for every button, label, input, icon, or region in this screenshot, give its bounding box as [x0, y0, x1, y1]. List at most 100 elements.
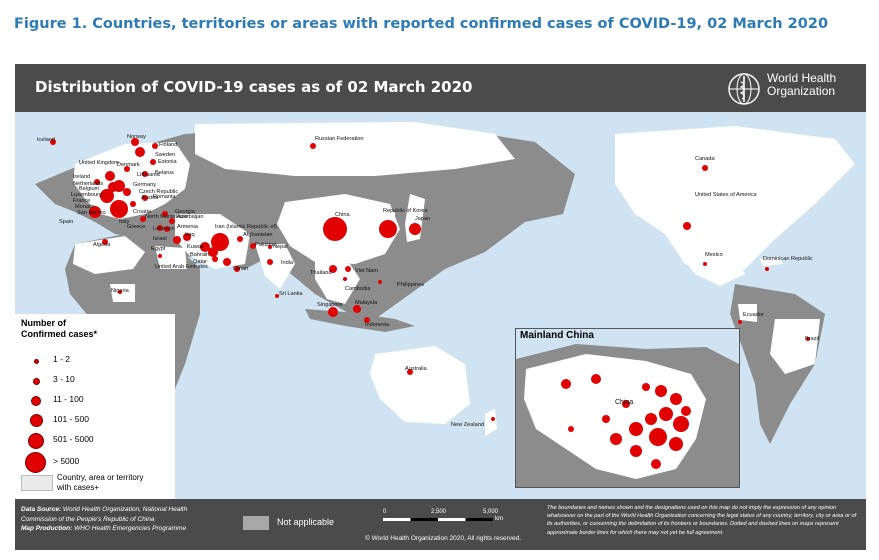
- case-dot-russia: [310, 143, 316, 149]
- who-name: World Health Organization: [767, 72, 836, 98]
- legend-dot: [33, 378, 40, 385]
- who-emblem-icon: [728, 73, 760, 105]
- country-label: New Zealand: [451, 422, 484, 428]
- legend-dot: [25, 452, 46, 473]
- inset-dot: [651, 459, 661, 469]
- country-label: Netherlands: [73, 181, 104, 187]
- case-dot-uae: [223, 258, 231, 266]
- case-dot-lebanon: [157, 225, 163, 231]
- legend-label: 11 - 100: [53, 394, 84, 404]
- country-label: Philippines: [397, 282, 425, 288]
- legend: Number of Confirmed cases* 1 - 2 3 - 10 …: [15, 314, 175, 499]
- case-dot-japan: [409, 223, 421, 235]
- case-dot-iraq: [183, 233, 191, 241]
- case-dot-armenia: [164, 226, 170, 232]
- country-label: Finland: [159, 142, 178, 148]
- inset-dots: [561, 374, 691, 469]
- country-label: Bahrain: [190, 252, 210, 258]
- inset-dot: [681, 406, 691, 416]
- scale-label-1: 2,500: [431, 509, 447, 515]
- legend-country-label-line1: Country, area or territory: [57, 473, 144, 482]
- inset-dot: [602, 415, 610, 423]
- inset-dot: [630, 445, 642, 457]
- legend-row: > 5000: [15, 452, 175, 473]
- inset-dot: [659, 407, 673, 421]
- inset-dot: [655, 385, 667, 397]
- case-dot-sweden: [135, 147, 145, 157]
- country-label: Georgia: [175, 209, 195, 215]
- case-dot-nigeria: [118, 290, 122, 294]
- country-label: Oman: [233, 266, 249, 272]
- case-dot-croatia: [130, 201, 136, 207]
- inset-china-label: China: [615, 399, 634, 406]
- country-label: Azerbaijan: [177, 214, 204, 220]
- country-label: Germany: [133, 182, 157, 188]
- country-label: Russian Federation: [315, 136, 364, 142]
- country-label: Mexico: [705, 252, 723, 258]
- country-label: Algeria: [93, 242, 111, 248]
- country-label: Afghanistan: [243, 232, 273, 238]
- case-dot-nepal: [268, 245, 272, 249]
- country-label: Singapore: [317, 302, 343, 308]
- case-dot-algeria: [102, 239, 108, 245]
- case-dot-canada: [702, 165, 708, 171]
- india-affected: [255, 244, 295, 289]
- case-dot-greece: [140, 216, 146, 222]
- legend-row: 11 - 100: [15, 390, 175, 410]
- scale-graphic: [383, 518, 493, 521]
- case-dot-philippines: [378, 280, 382, 284]
- case-dot-australia: [407, 369, 413, 375]
- country-label: Romania: [153, 194, 176, 200]
- country-label: Iraq: [185, 232, 195, 238]
- case-dot-viet-nam: [345, 266, 351, 272]
- case-dot-france: [100, 189, 114, 203]
- case-dot-uk: [105, 171, 115, 181]
- case-dot-estonia: [150, 159, 156, 165]
- case-dot-azerbaijan: [169, 218, 175, 224]
- case-dot-belarus: [142, 171, 148, 177]
- country-label: China: [335, 212, 350, 218]
- country-label: Japan: [415, 216, 431, 222]
- legend-label: 3 - 10: [53, 374, 75, 384]
- inset-dot: [673, 416, 689, 432]
- dominican-republic-affected: [760, 257, 783, 266]
- case-dot-brazil: [806, 337, 810, 341]
- legend-row: 101 - 500: [15, 410, 175, 430]
- country-label: Monaco: [75, 204, 95, 210]
- country-label: United Kingdom: [79, 160, 119, 166]
- legend-title: Number of Confirmed cases*: [21, 318, 97, 340]
- legend-dot: [34, 359, 39, 364]
- inset-dot: [642, 383, 650, 391]
- disclaimer: The boundaries and names shown and the d…: [547, 505, 857, 536]
- brazil-affected: [770, 319, 820, 374]
- case-dot-indonesia: [364, 317, 370, 323]
- country-label: Norway: [127, 134, 146, 140]
- country-label: India: [281, 260, 294, 266]
- map-footer: Data Source: World Health Organization, …: [15, 499, 866, 550]
- inset-dot: [568, 426, 574, 432]
- legend-dot: [31, 396, 41, 406]
- map-title: Distribution of COVID-19 cases as of 02 …: [35, 78, 473, 96]
- case-dot-czech: [123, 188, 131, 196]
- data-source-label: Data Source:: [21, 506, 62, 513]
- country-label: North Macedonia: [145, 214, 188, 220]
- scale-bar: 0 2,500 5,000 km: [383, 509, 503, 533]
- map-production-label: Map Production:: [21, 525, 73, 532]
- inset-map-china: [515, 328, 740, 488]
- inset-title: Mainland China: [520, 330, 594, 341]
- algeria-affected: [73, 236, 145, 274]
- legend-dot: [28, 433, 44, 449]
- inset-dot: [561, 379, 571, 389]
- country-label: United Arab Emirates: [155, 264, 208, 270]
- map-production-text: WHO Health Emergencies Programme: [74, 525, 187, 532]
- country-label: Belarus: [155, 170, 174, 176]
- case-dot-norway: [131, 138, 139, 146]
- scale-label-0: 0: [383, 509, 387, 515]
- country-label: Malaysia: [355, 300, 378, 306]
- case-dot-china: [323, 217, 347, 241]
- country-label: Belgium: [79, 186, 100, 192]
- country-label: Estonia: [158, 159, 177, 165]
- country-label: Indonesia: [365, 322, 390, 328]
- case-dot-sri-lanka: [275, 294, 279, 298]
- case-dot-cambodia: [343, 277, 347, 281]
